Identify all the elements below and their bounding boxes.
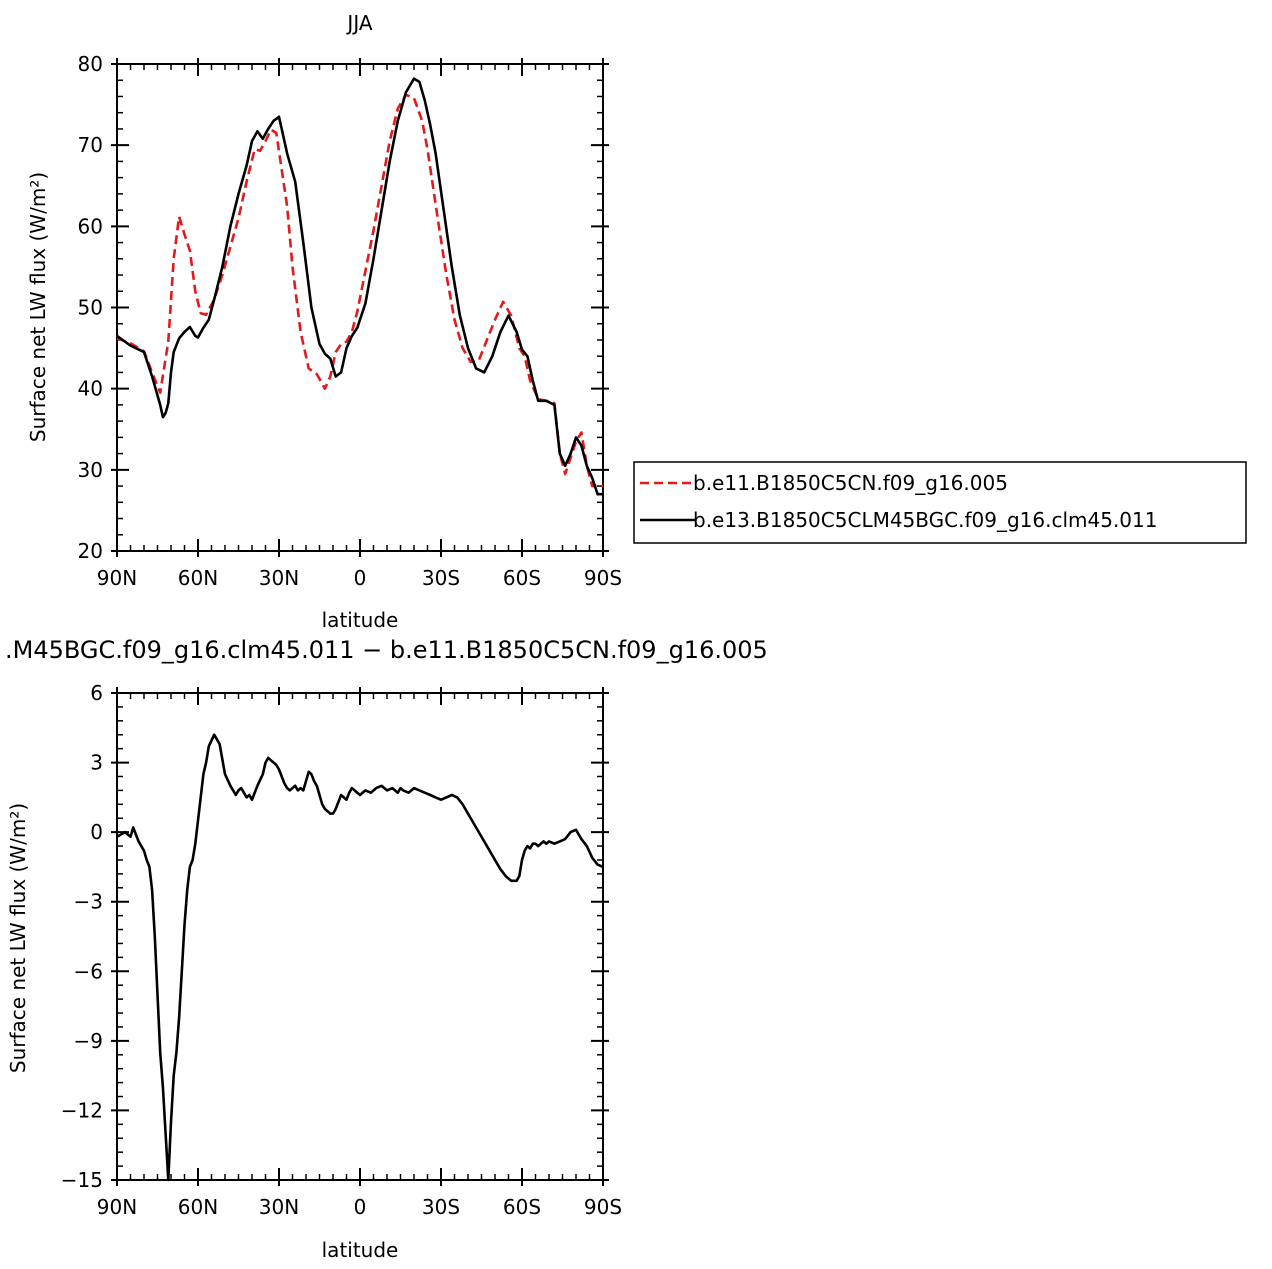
top-x-tick-label: 90S [584,566,622,590]
top-y-tick-label: 80 [78,52,103,76]
bottom-y-tick-label: −6 [74,959,103,983]
bottom-x-tick-label: 30S [422,1195,460,1219]
top-plot-area: 90N 60N 30N 0 30S 60S 90S 20 30 40 50 60 70 80 [78,52,623,590]
bottom-x-tick-label: 0 [354,1195,367,1219]
bottom-x-axis-label: latitude [322,1238,399,1262]
bottom-y-tick-label: 3 [90,751,103,775]
top-x-axis-label: latitude [322,608,399,632]
top-series-line-2 [116,77,603,496]
legend: b.e11.B1850C5CN.f09_g16.005 b.e13.B1850C… [633,461,1247,544]
bottom-plot-frame [116,692,604,1181]
top-chart-title: JJA [345,11,372,35]
bottom-series-line-1 [116,733,604,1182]
legend-box [633,461,1247,544]
top-panel: JJA 90N 60N 30N 0 30S 60S 90S 20 30 40 50 60 70 80 la… [26,11,622,632]
top-y-tick-label: 40 [78,377,103,401]
top-plot-frame [116,63,604,552]
legend-label-series-2: b.e13.B1850C5CLM45BGC.f09_g16.clm45.011 [693,508,1157,532]
top-x-tick-label: 60S [503,566,541,590]
bottom-x-tick-label: 90N [97,1195,137,1219]
bottom-y-tick-label: −15 [61,1168,103,1192]
bottom-plot-area: 90N 60N 30N 0 30S 60S 90S −15 −12 −9 −6 −3 0 3 6 [61,681,622,1219]
bottom-y-tick-label: −12 [61,1098,103,1122]
top-x-tick-label: 0 [354,566,367,590]
top-y-tick-label: 60 [78,214,103,238]
top-y-axis-label: Surface net LW flux (W/m²) [26,172,50,442]
bottom-y-tick-label: 6 [90,681,103,705]
top-x-tick-label: 90N [97,566,137,590]
top-y-tick-label: 30 [78,458,103,482]
top-x-tick-label: 30N [259,566,299,590]
top-y-tick-label: 50 [78,296,103,320]
top-series-line-1 [116,93,603,488]
bottom-x-tick-label: 60S [503,1195,541,1219]
bottom-y-axis-label: Surface net LW flux (W/m²) [6,803,30,1073]
bottom-y-tick-label: −3 [74,890,103,914]
bottom-x-tick-label: 90S [584,1195,622,1219]
bottom-y-tick-label: 0 [90,820,103,844]
legend-label-series-1: b.e11.B1850C5CN.f09_g16.005 [693,471,1008,495]
bottom-panel: .M45BGC.f09_g16.clm45.011 − b.e11.B1850C… [5,636,768,1262]
top-x-tick-label: 60N [178,566,218,590]
bottom-chart-title: .M45BGC.f09_g16.clm45.011 − b.e11.B1850C… [5,636,768,664]
top-y-tick-label: 70 [78,133,103,157]
bottom-y-tick-label: −9 [74,1029,103,1053]
top-y-tick-label: 20 [78,539,103,563]
bottom-x-tick-label: 30N [259,1195,299,1219]
top-x-tick-label: 30S [422,566,460,590]
bottom-x-tick-label: 60N [178,1195,218,1219]
